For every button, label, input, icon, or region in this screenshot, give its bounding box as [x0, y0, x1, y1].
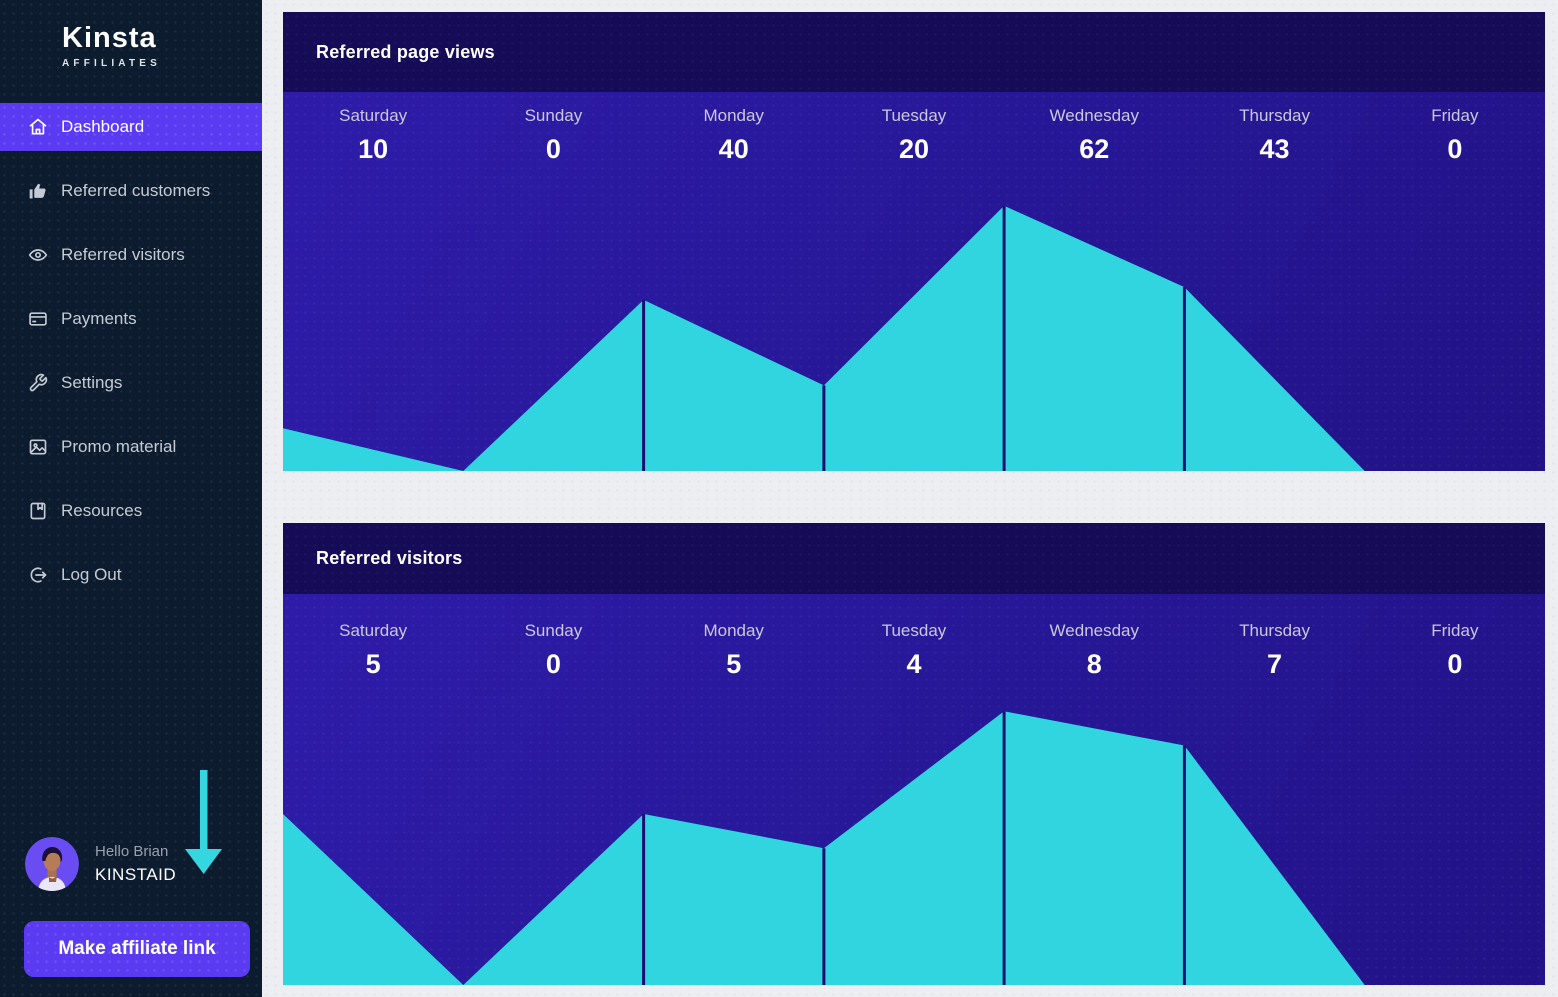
- day-value: 62: [1079, 134, 1110, 164]
- sidebar-item-label: Referred customers: [61, 181, 211, 200]
- day-label: Sunday: [524, 621, 583, 640]
- sidebar: Kinsta AFFILIATES Dashboard Referred cust…: [0, 0, 262, 997]
- day-label: Thursday: [1239, 621, 1310, 640]
- day-label: Tuesday: [881, 621, 947, 640]
- day-label: Monday: [703, 106, 764, 125]
- day-value: 4: [906, 649, 922, 679]
- thumbs-up-icon: [28, 181, 48, 201]
- day-value: 5: [365, 649, 381, 679]
- area-chart-page-views: Saturday 10 Sunday 0 Monday 40 Tuesday 20 Wednes…: [283, 92, 1545, 471]
- wrench-icon: [28, 373, 48, 393]
- day-label: Tuesday: [881, 106, 947, 125]
- day-column: Thursday 7: [1184, 621, 1364, 680]
- chart-card-visitors: Referred visitors Saturday 5 Sunday 0 Monday…: [283, 523, 1545, 985]
- sidebar-item-settings[interactable]: Settings: [0, 359, 262, 407]
- book-icon: [28, 501, 48, 521]
- day-column: Monday 40: [644, 106, 824, 165]
- user-text: Hello Brian KINSTAID: [95, 843, 176, 885]
- brand-logo: Kinsta AFFILIATES: [0, 0, 262, 70]
- day-column: Wednesday 62: [1004, 106, 1184, 165]
- brand-name: Kinsta: [62, 22, 157, 54]
- main-content: Referred page views Saturday 10 Sunday 0 Mon…: [262, 0, 1558, 997]
- avatar: [25, 837, 79, 891]
- area-chart-svg: [283, 205, 1365, 471]
- day-value: 20: [898, 134, 930, 164]
- sidebar-item-dashboard[interactable]: Dashboard: [0, 103, 262, 151]
- sidebar-item-log-out[interactable]: Log Out: [0, 551, 262, 599]
- day-label: Wednesday: [1049, 106, 1140, 125]
- day-value: 43: [1259, 134, 1290, 164]
- day-label: Saturday: [339, 621, 408, 640]
- day-value: 10: [358, 134, 389, 164]
- user-greeting: Hello Brian: [95, 843, 169, 860]
- down-arrow-icon: [185, 770, 222, 876]
- day-label: Friday: [1431, 621, 1479, 640]
- sidebar-item-promo-material[interactable]: Promo material: [0, 423, 262, 471]
- day-column: Friday 0: [1365, 106, 1545, 165]
- user-info: Hello Brian KINSTAID: [25, 837, 176, 891]
- image-icon: [28, 437, 48, 457]
- chart-title: Referred page views: [316, 41, 495, 62]
- day-value: 0: [1447, 649, 1463, 679]
- sidebar-item-label: Promo material: [61, 437, 177, 456]
- credit-card-icon: [28, 309, 48, 329]
- day-column: Saturday 5: [283, 621, 463, 680]
- day-value: 5: [726, 649, 742, 679]
- chart-labels-row: Saturday 10 Sunday 0 Monday 40 Tuesday 20 Wednes…: [283, 92, 1545, 165]
- make-affiliate-link-button[interactable]: Make affiliate link: [24, 921, 250, 977]
- user-username: KINSTAID: [95, 865, 177, 884]
- day-label: Wednesday: [1049, 621, 1140, 640]
- sidebar-item-label: Settings: [61, 373, 123, 392]
- day-value: 40: [718, 134, 749, 164]
- area-chart-visitors: Saturday 5 Sunday 0 Monday 5 Tuesday 4 Wednesday…: [283, 594, 1545, 985]
- chart-card-page-views: Referred page views Saturday 10 Sunday 0 Mon…: [283, 12, 1545, 471]
- chart-card-header: Referred page views: [283, 12, 1545, 92]
- day-column: Saturday 10: [283, 106, 463, 165]
- day-column: Monday 5: [644, 621, 824, 680]
- day-label: Monday: [703, 621, 764, 640]
- day-value: 0: [545, 649, 561, 679]
- day-column: Tuesday 4: [824, 621, 1004, 680]
- home-icon: [28, 117, 48, 137]
- sidebar-item-payments[interactable]: Payments: [0, 295, 262, 343]
- day-value: 8: [1086, 649, 1102, 679]
- day-label: Friday: [1431, 106, 1479, 125]
- brand-subtitle: AFFILIATES: [62, 58, 162, 69]
- chart-title: Referred visitors: [316, 548, 463, 568]
- day-column: Sunday 0: [463, 106, 643, 165]
- day-column: Wednesday 8: [1004, 621, 1184, 680]
- sidebar-item-label: Payments: [61, 309, 137, 328]
- day-column: Tuesday 20: [824, 106, 1004, 165]
- day-label: Sunday: [524, 106, 583, 125]
- day-value: 0: [1447, 134, 1463, 164]
- day-label: Saturday: [339, 106, 408, 125]
- sidebar-item-label: Referred visitors: [61, 245, 185, 264]
- logout-icon: [28, 565, 48, 585]
- chart-labels-row: Saturday 5 Sunday 0 Monday 5 Tuesday 4 Wednesday…: [283, 594, 1545, 680]
- sidebar-item-referred-visitors[interactable]: Referred visitors: [0, 231, 262, 279]
- day-label: Thursday: [1239, 106, 1310, 125]
- day-value: 7: [1267, 649, 1283, 679]
- day-value: 0: [545, 134, 561, 164]
- sidebar-item-resources[interactable]: Resources: [0, 487, 262, 535]
- sidebar-item-label: Resources: [61, 501, 143, 520]
- chart-card-header: Referred visitors: [283, 523, 1545, 594]
- sidebar-item-label: Dashboard: [61, 117, 145, 136]
- sidebar-item-label: Log Out: [61, 565, 122, 584]
- day-column: Sunday 0: [463, 621, 643, 680]
- day-column: Thursday 43: [1184, 106, 1364, 165]
- day-column: Friday 0: [1365, 621, 1545, 680]
- sidebar-item-referred-customers[interactable]: Referred customers: [0, 167, 262, 215]
- eye-icon: [28, 245, 48, 265]
- area-chart-svg: [283, 711, 1365, 985]
- sidebar-nav: Dashboard Referred customers Referred visi…: [0, 103, 262, 599]
